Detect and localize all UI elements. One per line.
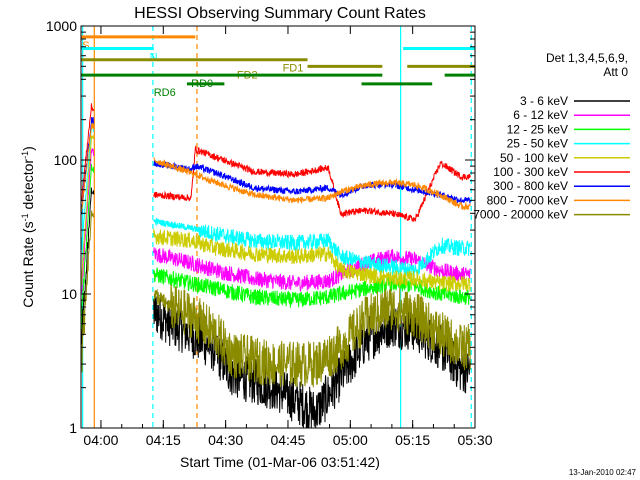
legend-label-3: 25 - 50 keV	[507, 137, 568, 151]
series-line-8-seg-1	[153, 284, 471, 388]
y-tick-label-0: 1	[69, 420, 77, 436]
y-label-part-1: Count Rate (s	[20, 221, 36, 307]
legend-label-5: 100 - 300 keV	[493, 165, 568, 179]
legend-label-1: 6 - 12 keV	[513, 108, 568, 122]
plot-frame	[80, 25, 476, 429]
y-tick-label-3: 1000	[46, 18, 77, 34]
y-axis-label: Count Rate (s-1 detector-1)	[20, 146, 36, 308]
series-line-1-seg-1	[153, 247, 471, 293]
series-line-5-seg-1	[153, 144, 471, 222]
x-tick-label-0: 04:00	[83, 432, 118, 448]
series-line-8-seg-0	[80, 210, 95, 373]
series-line-2-seg-1	[153, 267, 471, 308]
flag-label-n: N	[150, 51, 158, 63]
x-tick-label-5: 05:15	[395, 432, 430, 448]
x-tick-label-4: 05:00	[333, 432, 368, 448]
y-label-sup-2: -1	[20, 151, 30, 159]
series-line-4-seg-0	[80, 135, 95, 286]
legend-header-1: Det 1,3,4,5,6,9,	[546, 51, 628, 65]
x-tick-label-6: 05:30	[457, 432, 492, 448]
y-tick-label-1: 10	[61, 286, 77, 302]
series-line-4-seg-1	[153, 228, 471, 293]
y-tick-label-2: 100	[54, 152, 78, 168]
timestamp: 13-Jan-2010 02:47	[569, 468, 637, 477]
x-axis: 04:00 04:15 04:30 04:45 05:00 05:15 05:30	[83, 26, 493, 448]
legend-header-2: Att 0	[603, 65, 628, 79]
series-line-1-seg-0	[80, 148, 95, 294]
series-line-2-seg-0	[80, 163, 95, 330]
series-line-7-seg-1	[153, 157, 471, 211]
legend-label-2: 12 - 25 keV	[507, 122, 568, 136]
legend-label-6: 300 - 800 keV	[493, 179, 568, 193]
y-label-sup-1: -1	[20, 213, 30, 221]
x-axis-label: Start Time (01-Mar-06 03:51:42)	[180, 454, 380, 470]
y-axis: 1 10 100 1000	[46, 18, 475, 436]
flag-label-rd6: RD6	[154, 87, 176, 99]
flag-label-s: S	[82, 40, 89, 52]
legend-label-7: 800 - 7000 keV	[487, 193, 568, 207]
y-label-part-2: detector	[20, 159, 36, 214]
series-line-6-seg-1	[153, 160, 471, 204]
series-line-5-seg-0	[80, 103, 95, 202]
y-label-part-3: )	[20, 146, 36, 151]
x-tick-label-2: 04:30	[208, 432, 243, 448]
series-line-0-seg-1	[153, 293, 471, 429]
x-tick-label-3: 04:45	[270, 432, 305, 448]
plot-area: SNFD1FD2RD0RD6	[80, 26, 475, 429]
x-tick-label-1: 04:15	[146, 432, 181, 448]
flag-label-fd1: FD1	[283, 63, 304, 75]
legend-label-0: 3 - 6 keV	[520, 94, 568, 108]
chart-title: HESSI Observing Summary Count Rates	[134, 5, 426, 22]
legend-label-4: 50 - 100 keV	[500, 151, 568, 165]
legend-label-8: 7000 - 20000 keV	[473, 208, 568, 222]
